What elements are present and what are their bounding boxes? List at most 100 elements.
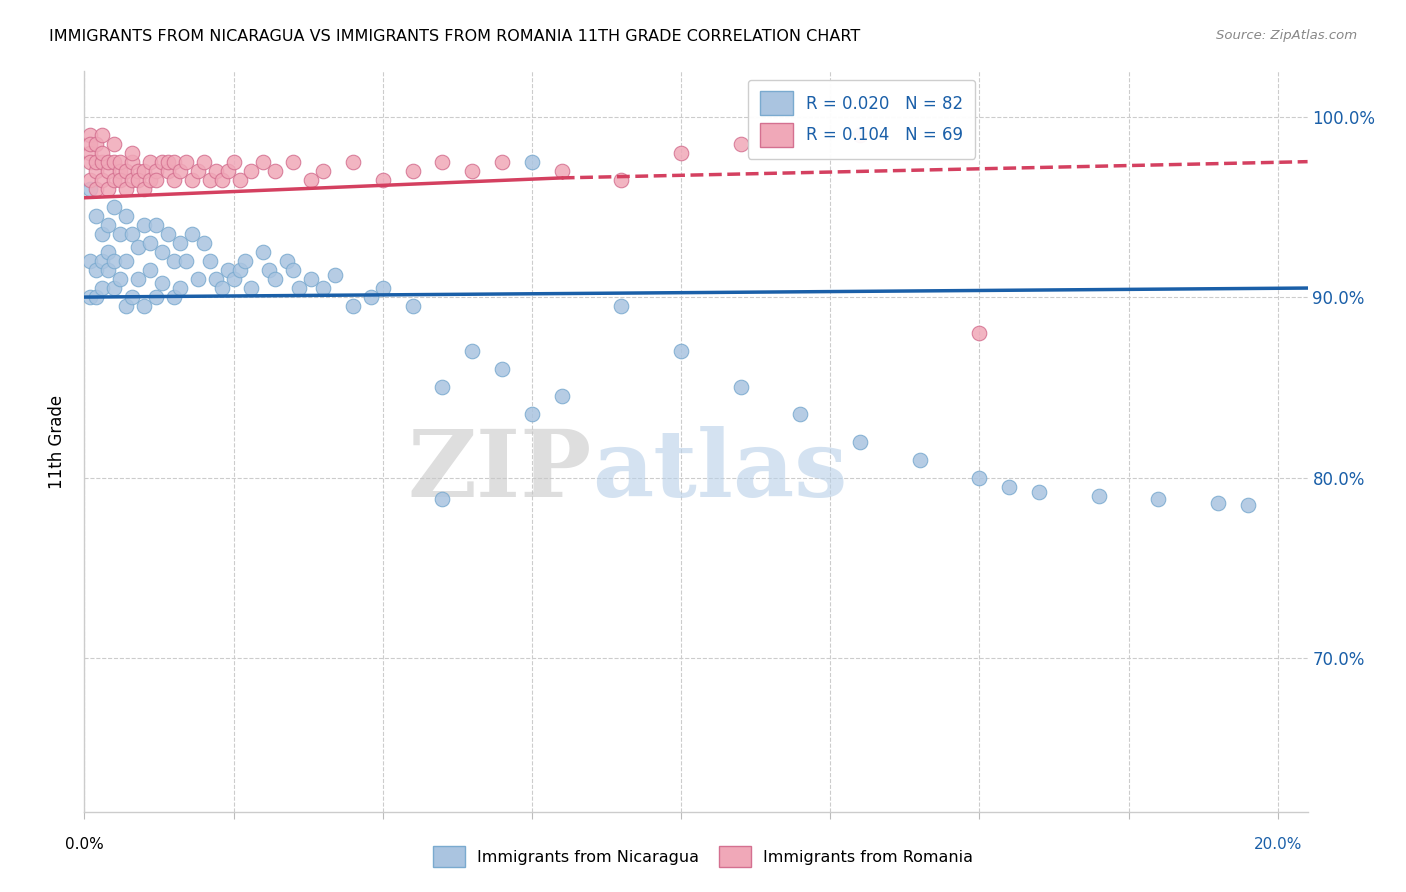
Text: Source: ZipAtlas.com: Source: ZipAtlas.com — [1216, 29, 1357, 42]
Point — [204, 272, 226, 286]
Point — [84, 136, 107, 151]
Point — [551, 389, 574, 403]
Point — [97, 218, 120, 232]
Point — [730, 136, 752, 151]
Point — [103, 254, 125, 268]
Point — [283, 263, 305, 277]
Text: ZIP: ZIP — [408, 426, 592, 516]
Point — [240, 163, 263, 178]
Point — [103, 136, 125, 151]
Point — [312, 163, 335, 178]
Point — [121, 172, 143, 186]
Point — [520, 408, 543, 422]
Point — [139, 263, 162, 277]
Point — [217, 163, 239, 178]
Point — [520, 154, 543, 169]
Point — [401, 299, 423, 313]
Point — [551, 163, 574, 178]
Point — [108, 172, 131, 186]
Point — [193, 235, 215, 250]
Point — [299, 272, 322, 286]
Point — [228, 263, 250, 277]
Point — [163, 290, 186, 304]
Point — [156, 163, 179, 178]
Point — [91, 154, 114, 169]
Point — [79, 145, 101, 160]
Point — [323, 268, 346, 283]
Point — [108, 154, 131, 169]
Point — [669, 344, 692, 359]
Point — [79, 172, 101, 186]
Point — [1087, 489, 1109, 503]
Point — [91, 128, 114, 142]
Point — [163, 254, 186, 268]
Point — [342, 154, 364, 169]
Point — [211, 172, 233, 186]
Point — [1206, 496, 1229, 510]
Point — [491, 362, 513, 376]
Point — [91, 281, 114, 295]
Point — [730, 380, 752, 394]
Point — [228, 172, 250, 186]
Point — [174, 254, 197, 268]
Point — [969, 326, 991, 341]
Point — [312, 281, 335, 295]
Legend: R = 0.020   N = 82, R = 0.104   N = 69: R = 0.020 N = 82, R = 0.104 N = 69 — [748, 79, 976, 159]
Point — [461, 344, 484, 359]
Point — [121, 227, 143, 241]
Point — [97, 182, 120, 196]
Point — [108, 227, 131, 241]
Point — [132, 218, 155, 232]
Point — [84, 263, 107, 277]
Point — [299, 172, 322, 186]
Point — [84, 290, 107, 304]
Text: atlas: atlas — [592, 426, 848, 516]
Text: 20.0%: 20.0% — [1254, 837, 1302, 852]
Point — [79, 254, 101, 268]
Legend: Immigrants from Nicaragua, Immigrants from Romania: Immigrants from Nicaragua, Immigrants fr… — [426, 840, 980, 873]
Point — [180, 172, 202, 186]
Point — [371, 281, 394, 295]
Point — [240, 281, 263, 295]
Point — [84, 209, 107, 223]
Point — [371, 172, 394, 186]
Point — [91, 254, 114, 268]
Point — [669, 145, 692, 160]
Point — [139, 235, 162, 250]
Point — [193, 154, 215, 169]
Point — [169, 281, 191, 295]
Point — [132, 163, 155, 178]
Point — [150, 244, 173, 259]
Point — [84, 182, 107, 196]
Point — [1237, 498, 1260, 512]
Point — [849, 128, 872, 142]
Point — [211, 281, 233, 295]
Point — [121, 290, 143, 304]
Point — [204, 163, 226, 178]
Text: IMMIGRANTS FROM NICARAGUA VS IMMIGRANTS FROM ROMANIA 11TH GRADE CORRELATION CHAR: IMMIGRANTS FROM NICARAGUA VS IMMIGRANTS … — [49, 29, 860, 44]
Point — [360, 290, 382, 304]
Point — [222, 154, 245, 169]
Point — [491, 154, 513, 169]
Point — [121, 154, 143, 169]
Point — [91, 227, 114, 241]
Point — [222, 272, 245, 286]
Point — [264, 272, 287, 286]
Point — [97, 154, 120, 169]
Point — [198, 172, 221, 186]
Point — [789, 408, 811, 422]
Point — [187, 163, 209, 178]
Point — [115, 209, 138, 223]
Point — [163, 154, 186, 169]
Point — [150, 276, 173, 290]
Point — [342, 299, 364, 313]
Point — [169, 235, 191, 250]
Point — [108, 272, 131, 286]
Point — [79, 136, 101, 151]
Point — [115, 182, 138, 196]
Point — [163, 172, 186, 186]
Point — [610, 299, 633, 313]
Point — [127, 163, 149, 178]
Point — [91, 145, 114, 160]
Point — [174, 154, 197, 169]
